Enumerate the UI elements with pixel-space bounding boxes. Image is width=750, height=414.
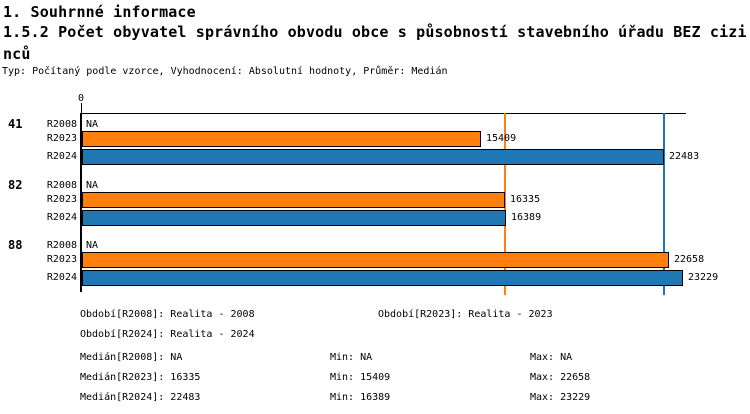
bar-R2024-group-88 (82, 270, 683, 286)
group-label-88: 88 (8, 238, 23, 252)
group-label-82: 82 (8, 178, 23, 192)
bar-value-label-na: NA (86, 119, 99, 130)
bar-R2024-group-41 (82, 149, 664, 165)
y-axis-line (80, 113, 82, 292)
legend-item-r2008: Období[R2008]: Realita - 2008 (80, 309, 255, 320)
chart-title-line-2: nců (3, 45, 31, 63)
row-label-R2023: R2023 (46, 133, 77, 144)
chart-meta-info: Typ: Počítaný podle vzorce, Vyhodnocení:… (2, 66, 448, 77)
row-label-R2008: R2008 (46, 119, 77, 130)
stat-min-r2008: Min: NA (330, 352, 373, 363)
median-reference-line-r2023 (504, 113, 506, 295)
stat-median-r2023: Medián[R2023]: 16335 (80, 372, 201, 383)
group-label-41: 41 (8, 117, 23, 131)
x-axis-origin-tick-label: 0 (77, 93, 85, 104)
chart-title-line-1: 1.5.2 Počet obyvatel správního obvodu ob… (3, 23, 747, 41)
row-label-R2008: R2008 (46, 180, 77, 191)
bar-value-label-na: NA (86, 240, 99, 251)
x-axis-origin-tick (81, 103, 82, 113)
row-label-R2024: R2024 (46, 212, 77, 223)
x-axis-line (81, 113, 686, 114)
bar-R2023-group-88 (82, 252, 669, 268)
bar-value-label: 16389 (511, 212, 542, 223)
row-label-R2023: R2023 (46, 194, 77, 205)
bar-value-label: 22483 (669, 151, 700, 162)
stat-max-r2008: Max: NA (530, 352, 573, 363)
bar-value-label: 16335 (510, 194, 541, 205)
legend-item-r2024: Období[R2024]: Realita - 2024 (80, 329, 255, 340)
bar-R2023-group-82 (82, 192, 505, 208)
stat-median-r2024: Medián[R2024]: 22483 (80, 392, 201, 403)
row-label-R2008: R2008 (46, 240, 77, 251)
bar-value-label: 23229 (688, 272, 719, 283)
stat-min-r2023: Min: 15409 (330, 372, 391, 383)
bar-R2023-group-41 (82, 131, 481, 147)
stat-median-r2008: Medián[R2008]: NA (80, 352, 183, 363)
legend-item-r2023: Období[R2023]: Realita - 2023 (378, 309, 553, 320)
bar-value-label-na: NA (86, 180, 99, 191)
stat-max-r2024: Max: 23229 (530, 392, 591, 403)
stat-max-r2023: Max: 22658 (530, 372, 591, 383)
page-title: 1. Souhrnné informace (3, 3, 196, 21)
bar-value-label: 22658 (674, 254, 705, 265)
bar-R2024-group-82 (82, 210, 506, 226)
row-label-R2023: R2023 (46, 254, 77, 265)
stat-min-r2024: Min: 16389 (330, 392, 391, 403)
bar-value-label: 15409 (486, 133, 517, 144)
row-label-R2024: R2024 (46, 151, 77, 162)
row-label-R2024: R2024 (46, 272, 77, 283)
median-reference-line-r2024 (663, 113, 665, 295)
